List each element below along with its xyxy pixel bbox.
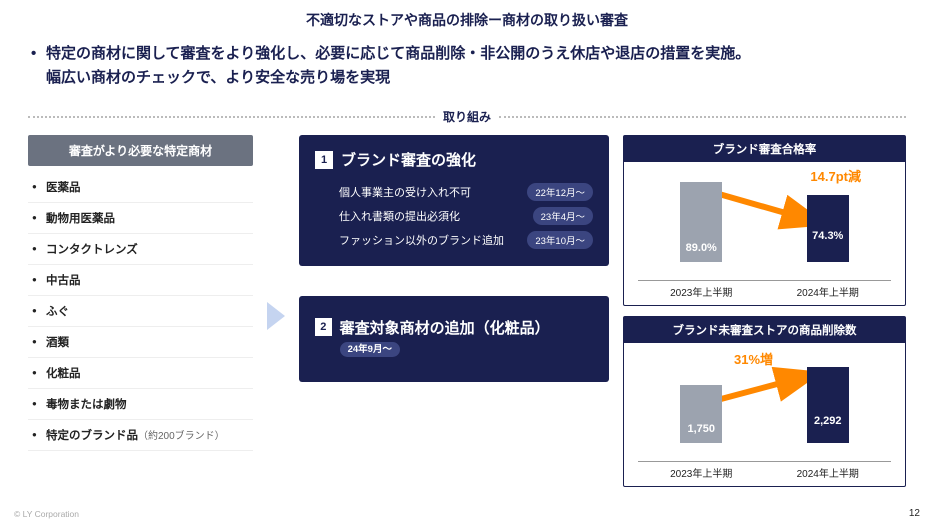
left-column: 審査がより必要な特定商材 医薬品動物用医薬品コンタクトレンズ中古品ふぐ酒類化粧品…: [28, 135, 253, 497]
middle-column: 1ブランド審査の強化 個人事業主の受け入れ不可22年12月～仕入れ書類の提出必須…: [299, 135, 609, 497]
list-item: 化粧品: [28, 358, 253, 389]
chart-1: ブランド審査合格率 14.7pt減 89.0%74.3% 2023年上半期202…: [623, 135, 906, 306]
list-item: 毒物または劇物: [28, 389, 253, 420]
list-item: コンタクトレンズ: [28, 234, 253, 265]
card-sub-item: 仕入れ書類の提出必須化23年4月～: [315, 204, 593, 228]
card-2: 2 審査対象商材の追加（化粧品） 24年9月～: [299, 296, 609, 382]
material-list: 医薬品動物用医薬品コンタクトレンズ中古品ふぐ酒類化粧品毒物または劇物特定のブラン…: [28, 172, 253, 451]
right-column: ブランド審査合格率 14.7pt減 89.0%74.3% 2023年上半期202…: [623, 135, 906, 497]
bullet-1: 特定の商材に関して審査をより強化し、必要に応じて商品削除・非公開のうえ休店や退店…: [28, 42, 906, 90]
card-sub-item: ファッション以外のブランド追加23年10月～: [315, 228, 593, 252]
list-item: 特定のブランド品（約200ブランド）: [28, 420, 253, 451]
chart-2: ブランド未審査ストアの商品削除数 31%増 1,7502,292 2023年上半…: [623, 316, 906, 487]
copyright: © LY Corporation: [14, 509, 79, 519]
list-item: 医薬品: [28, 172, 253, 203]
main-bullets: 特定の商材に関して審査をより強化し、必要に応じて商品削除・非公開のうえ休店や退店…: [28, 42, 906, 90]
page-title: 不適切なストアや商品の排除ー商材の取り扱い審査: [28, 10, 906, 30]
card-num-2: 2: [315, 318, 332, 336]
card-sub-item: 個人事業主の受け入れ不可22年12月～: [315, 180, 593, 204]
page-number: 12: [909, 508, 920, 519]
card-1: 1ブランド審査の強化 個人事業主の受け入れ不可22年12月～仕入れ書類の提出必須…: [299, 135, 609, 266]
card-num-1: 1: [315, 151, 333, 169]
list-item: 中古品: [28, 265, 253, 296]
left-header: 審査がより必要な特定商材: [28, 135, 253, 166]
section-label: 取り組み: [28, 108, 906, 125]
list-item: ふぐ: [28, 296, 253, 327]
list-item: 酒類: [28, 327, 253, 358]
list-item: 動物用医薬品: [28, 203, 253, 234]
arrow-icon: [267, 302, 285, 330]
